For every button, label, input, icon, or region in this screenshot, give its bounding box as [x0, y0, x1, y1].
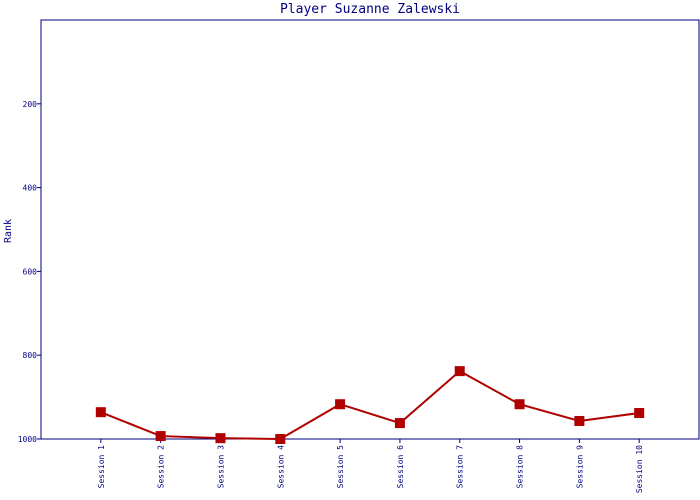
chart-title: Player Suzanne Zalewski — [280, 2, 460, 17]
y-axis-label: Rank — [3, 219, 14, 243]
series-line — [100, 369, 640, 441]
point-marker — [394, 418, 405, 429]
x-tick-label: Session 3 — [216, 445, 225, 489]
x-tick-label: Session 1 — [97, 445, 106, 489]
x-tick-label: Session 4 — [276, 445, 285, 489]
point-marker — [335, 399, 346, 410]
point-marker — [574, 415, 585, 426]
point-marker — [215, 433, 226, 444]
y-tick-label: 800 — [23, 351, 38, 360]
x-tick-label: Session 2 — [157, 445, 166, 489]
x-tick-label: Session 5 — [336, 445, 345, 489]
plot-frame — [40, 19, 700, 440]
point-marker — [514, 399, 525, 410]
point-marker — [275, 434, 286, 444]
y-tick-label: 200 — [23, 100, 38, 109]
x-tick-label: Session 6 — [396, 445, 405, 489]
x-tick-label: Session 7 — [456, 445, 465, 489]
point-marker — [95, 407, 106, 418]
y-tick-label: 400 — [23, 184, 38, 193]
point-marker — [634, 408, 645, 419]
y-tick-label: 1000 — [18, 435, 37, 444]
y-tick-label: 600 — [23, 267, 38, 276]
x-tick-label: Session 9 — [575, 445, 584, 489]
x-tick-label: Session 8 — [516, 445, 525, 489]
point-marker — [155, 431, 166, 442]
x-tick-label: Session 10 — [635, 445, 644, 493]
point-marker — [454, 366, 465, 377]
